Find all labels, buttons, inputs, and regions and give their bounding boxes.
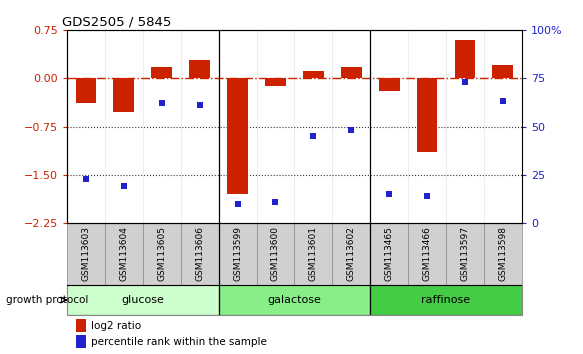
Text: GSM113598: GSM113598 bbox=[498, 227, 507, 281]
Bar bbox=[67, 285, 219, 315]
Text: GSM113604: GSM113604 bbox=[120, 227, 128, 281]
Bar bbox=[105, 223, 143, 285]
Bar bbox=[219, 223, 257, 285]
Point bbox=[82, 176, 91, 182]
Bar bbox=[341, 67, 361, 78]
Text: raffinose: raffinose bbox=[422, 295, 470, 305]
Bar bbox=[455, 40, 475, 78]
Text: log2 ratio: log2 ratio bbox=[91, 321, 141, 331]
Point bbox=[422, 193, 431, 199]
Bar bbox=[484, 223, 522, 285]
Point bbox=[271, 199, 280, 205]
Point bbox=[157, 101, 167, 106]
Bar bbox=[114, 78, 134, 112]
Text: percentile rank within the sample: percentile rank within the sample bbox=[91, 337, 266, 347]
Text: GSM113606: GSM113606 bbox=[195, 227, 204, 281]
Text: glucose: glucose bbox=[121, 295, 164, 305]
Bar bbox=[446, 223, 484, 285]
Bar bbox=[493, 65, 513, 78]
Bar bbox=[294, 223, 332, 285]
Text: GSM113597: GSM113597 bbox=[461, 227, 469, 281]
Point bbox=[308, 133, 318, 139]
Text: GSM113599: GSM113599 bbox=[233, 227, 242, 281]
Text: GDS2505 / 5845: GDS2505 / 5845 bbox=[62, 16, 172, 29]
Text: GSM113465: GSM113465 bbox=[385, 227, 394, 281]
Point bbox=[233, 201, 243, 207]
Bar bbox=[76, 78, 96, 103]
Bar bbox=[227, 78, 248, 194]
Bar bbox=[303, 70, 324, 78]
Text: GSM113601: GSM113601 bbox=[309, 227, 318, 281]
Bar bbox=[417, 78, 437, 152]
Text: growth protocol: growth protocol bbox=[6, 295, 88, 305]
Text: GSM113602: GSM113602 bbox=[347, 227, 356, 281]
Bar bbox=[76, 335, 86, 348]
Bar bbox=[152, 67, 172, 78]
Bar bbox=[67, 223, 105, 285]
Point bbox=[498, 99, 507, 104]
Bar bbox=[189, 60, 210, 78]
Point bbox=[460, 79, 469, 85]
Bar bbox=[76, 319, 86, 332]
Point bbox=[346, 127, 356, 133]
Text: galactose: galactose bbox=[268, 295, 321, 305]
Point bbox=[119, 183, 128, 189]
Point bbox=[385, 191, 394, 197]
Bar bbox=[257, 223, 294, 285]
Bar bbox=[379, 78, 399, 91]
Bar bbox=[181, 223, 219, 285]
Text: GSM113605: GSM113605 bbox=[157, 227, 166, 281]
Point bbox=[195, 103, 205, 108]
Bar bbox=[408, 223, 446, 285]
Text: GSM113466: GSM113466 bbox=[423, 227, 431, 281]
Bar bbox=[332, 223, 370, 285]
Bar bbox=[265, 78, 286, 86]
Bar bbox=[370, 223, 408, 285]
Text: GSM113600: GSM113600 bbox=[271, 227, 280, 281]
Text: GSM113603: GSM113603 bbox=[82, 227, 90, 281]
Bar bbox=[143, 223, 181, 285]
Bar bbox=[370, 285, 522, 315]
Bar bbox=[219, 285, 370, 315]
